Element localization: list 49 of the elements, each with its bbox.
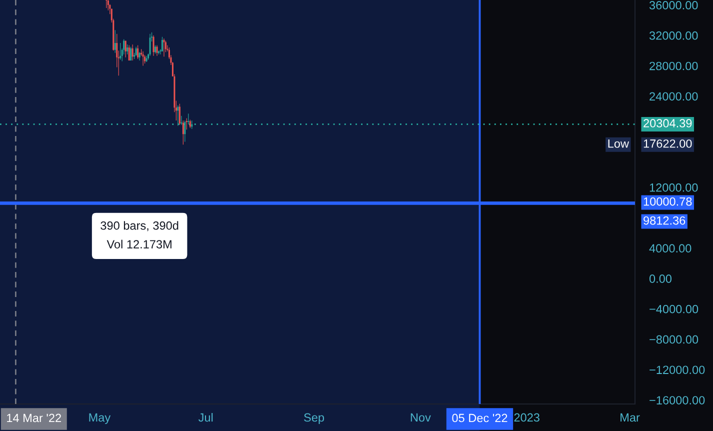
x-tick-label: May xyxy=(89,413,111,424)
candlestick xyxy=(124,40,126,58)
y-tick-label: 28000.00 xyxy=(650,62,698,70)
candlestick xyxy=(146,56,148,62)
candlestick xyxy=(144,55,146,64)
candlestick xyxy=(178,104,180,126)
ref-line-label: 05 Dec '22 xyxy=(452,414,508,422)
candlestick xyxy=(149,34,151,56)
candlestick xyxy=(135,46,137,56)
candlestick xyxy=(163,38,165,57)
candlestick xyxy=(114,30,116,53)
candlestick xyxy=(184,120,186,142)
y-tick-label: 36000.00 xyxy=(649,1,698,10)
candlestick xyxy=(182,120,184,145)
candlestick xyxy=(156,45,158,56)
y-tick-label: −8000.00 xyxy=(650,335,698,344)
y-tick-label: 32000.00 xyxy=(649,31,698,40)
candlestick xyxy=(189,120,191,128)
text: 17622.00 xyxy=(644,139,692,148)
candlestick xyxy=(154,45,156,54)
candlestick xyxy=(152,35,154,56)
y-tick-label: −4000.00 xyxy=(650,304,698,314)
candlestick xyxy=(128,45,130,60)
y-tick-label: 0.00 xyxy=(649,274,672,283)
candlestick xyxy=(130,46,132,60)
ref-line-label: 20304.39 xyxy=(644,119,692,128)
y-tick-label: 24000.00 xyxy=(650,92,698,101)
candlestick xyxy=(107,0,109,10)
x-tick-label: Sep xyxy=(304,413,324,424)
candlestick xyxy=(132,44,134,60)
candlestick xyxy=(126,44,128,54)
band-label: 390 bars, 390d Vol 12.173M xyxy=(100,221,178,248)
candlestick xyxy=(161,36,163,52)
candlestick xyxy=(138,52,140,60)
y-tick-label: 12000.00 xyxy=(650,183,698,192)
x-tick-label: Jul xyxy=(198,413,213,422)
annotation: Low xyxy=(608,140,630,148)
y-tick-label: −12000.00 xyxy=(650,366,705,374)
x-tick-label: Nov xyxy=(410,413,431,422)
legend-label: 9812.36 xyxy=(644,216,686,225)
candlestick xyxy=(137,45,139,59)
ref-line-label: 14 Mar '22 xyxy=(7,414,61,422)
candlestick xyxy=(164,40,166,52)
x-tick-label: Mar xyxy=(620,413,640,422)
y-tick-label: −16000.00 xyxy=(650,396,705,404)
x-tick-label: 2023 xyxy=(514,413,540,422)
ref-line-label: 10000.78 xyxy=(644,197,692,206)
y-tick-label: 4000.00 xyxy=(649,244,692,253)
candlestick xyxy=(188,114,190,124)
